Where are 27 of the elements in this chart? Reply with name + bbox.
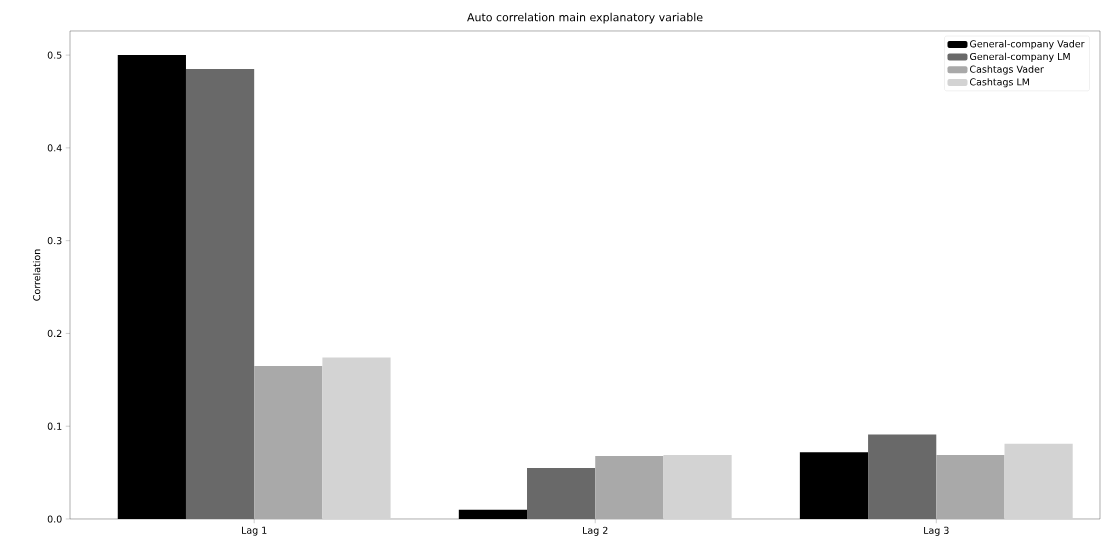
bar: [868, 434, 937, 519]
bar: [527, 467, 596, 519]
bar: [799, 452, 869, 519]
y-tick-label: 0.0: [47, 515, 62, 523]
y-tick-label: 0.4: [47, 144, 62, 152]
bar: [663, 454, 732, 519]
x-tick-label: Lag 1: [242, 526, 267, 536]
bar: [458, 509, 528, 519]
bar: [254, 365, 323, 519]
y-tick-label: 0.5: [47, 51, 62, 59]
legend-label: General-company Vader: [970, 40, 1085, 50]
x-tick-label: Lag 3: [924, 526, 949, 536]
chart-title: Auto correlation main explanatory variable: [467, 12, 703, 24]
bar: [117, 55, 186, 519]
bar: [322, 357, 391, 519]
y-axis-title: Correlation: [32, 249, 41, 301]
bar: [1004, 443, 1073, 519]
legend-label: General-company LM: [970, 52, 1070, 62]
bar: [185, 69, 255, 519]
bar: [936, 454, 1005, 519]
legend-label: Cashtags LM: [970, 78, 1030, 88]
legend-label: Cashtags Vader: [970, 65, 1044, 75]
y-tick-label: 0.1: [47, 422, 62, 430]
bar: [595, 455, 664, 519]
y-tick-label: 0.2: [47, 329, 62, 338]
y-tick-label: 0.3: [47, 237, 62, 245]
x-tick-label: Lag 2: [583, 526, 608, 536]
